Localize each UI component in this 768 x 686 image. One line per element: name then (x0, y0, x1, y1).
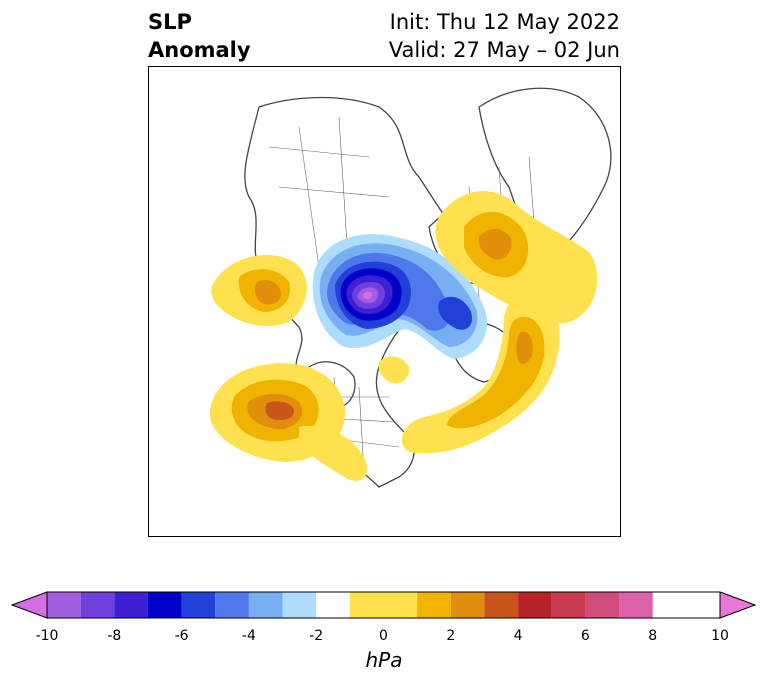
colorbar-tick-label: -6 (174, 628, 189, 644)
colorbar-cell (316, 592, 350, 618)
colorbar-upper-extension (719, 591, 757, 619)
colorbar-tick-label: -2 (309, 628, 324, 644)
colorbar-tick-label: 0 (379, 628, 388, 644)
colorbar-unit: hPa (365, 648, 403, 672)
colorbar-cell (349, 592, 418, 618)
map-title: SLP Anomaly (148, 8, 251, 64)
colorbar-cell (114, 592, 148, 618)
title-line-1: SLP (148, 10, 192, 34)
colorbar-tick-label: 10 (711, 628, 729, 644)
negative-anomaly-contours (312, 234, 488, 359)
colorbar-cell (282, 592, 317, 618)
colorbar-cell (215, 592, 249, 618)
map-canvas (210, 87, 612, 488)
colorbar-cell (450, 592, 485, 618)
colorbar-lower-extension (10, 591, 48, 619)
colorbar-tick-label: 6 (580, 628, 590, 644)
colorbar-cell (80, 592, 115, 618)
init-date: Init: Thu 12 May 2022 (389, 10, 620, 34)
colorbar-cell (484, 592, 519, 618)
valid-range: Valid: 27 May – 02 Jun (388, 38, 620, 62)
positive-anomaly-contours (210, 190, 598, 481)
colorbar-cell (619, 592, 653, 618)
colorbar-tick-label: 4 (513, 628, 523, 644)
colorbar-cell (248, 592, 283, 618)
colorbar-tick-label: -4 (241, 628, 256, 644)
colorbar-frame (46, 591, 721, 619)
colorbar-tick-label: 8 (648, 628, 658, 644)
colorbar-cell (181, 592, 216, 618)
colorbar-tick-label: -10 (35, 628, 59, 644)
title-line-2: Anomaly (148, 38, 251, 62)
colorbar (10, 591, 757, 619)
colorbar-cell (585, 592, 620, 618)
slp-anomaly-map (148, 66, 621, 537)
colorbar-cell (551, 592, 586, 618)
colorbar-cell (47, 592, 81, 618)
colorbar-tick-label: -8 (107, 628, 122, 644)
colorbar-tick-label: 2 (446, 628, 456, 644)
map-dates: Init: Thu 12 May 2022 Valid: 27 May – 02… (389, 8, 620, 64)
colorbar-cell (147, 592, 182, 618)
colorbar-cell (518, 592, 552, 618)
colorbar-cell (417, 592, 451, 618)
